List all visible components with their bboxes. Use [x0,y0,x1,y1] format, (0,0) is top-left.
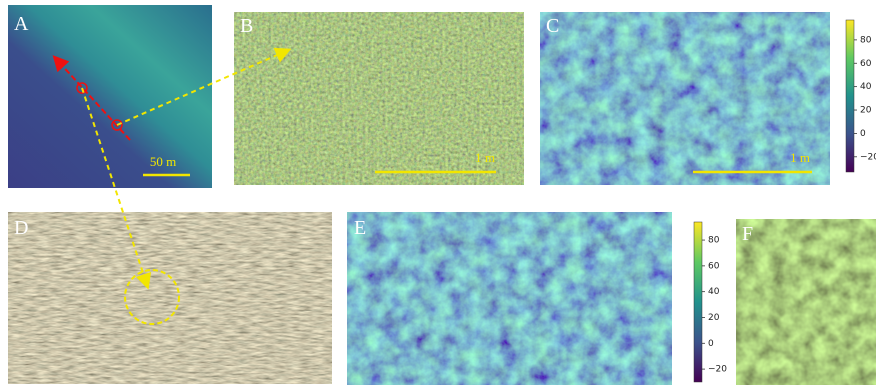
colorbar-tick-label: 40 [860,82,872,92]
colorbar-tick-label: 20 [708,313,720,323]
panel-label: F [742,223,753,245]
colorbar-tick-label: 60 [708,261,720,271]
colorbar-tick-label: 80 [708,236,720,246]
image [736,219,876,385]
panel-label: B [240,15,253,37]
panel-d: D [8,212,332,384]
image [347,212,672,385]
panel-label: C [546,15,559,37]
colorbar-tick-label: 0 [708,339,714,349]
panel-f: F [736,219,876,385]
colorbar-tick-label: 60 [860,59,872,69]
panel-b: 1 m B [234,12,524,185]
scale-label: 50 m [150,154,176,169]
panel-c: 1 m C [540,12,830,185]
scale-label: 1 m [475,150,495,165]
colorbar-tick-label: 0 [860,129,866,139]
colorbar-tick-label: −20 [708,365,727,375]
colorbar-tick-label: 20 [860,106,872,116]
image [8,5,212,188]
panel-a: 50 m A [8,5,212,188]
panel-e: E [347,212,672,385]
colorbar-tick-label: −20 [860,152,876,162]
panel-label: E [354,217,366,239]
image [540,12,830,185]
colorbar-tick-label: 80 [860,35,872,45]
panel-label: A [14,13,29,35]
scale-label: 1 m [790,150,810,165]
figure: 50 m A 1 m B 1 m C D E F 80 60 40 20 0 −20 80 6… [0,0,876,389]
colorbar-tick-label: 40 [708,287,720,297]
image [8,212,332,384]
colorbar [846,20,854,172]
colorbar [694,222,702,382]
panel-label: D [14,217,28,239]
